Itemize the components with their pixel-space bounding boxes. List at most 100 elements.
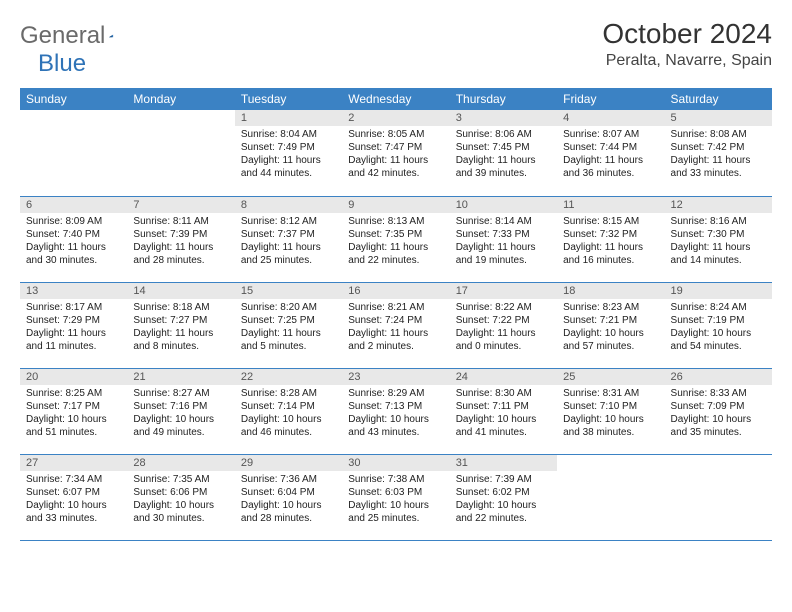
day-number: 4 [557,110,664,126]
calendar-cell-empty [127,110,234,196]
calendar-cell: 16Sunrise: 8:21 AMSunset: 7:24 PMDayligh… [342,282,449,368]
day-content: Sunrise: 8:13 AMSunset: 7:35 PMDaylight:… [342,213,449,271]
calendar-cell: 29Sunrise: 7:36 AMSunset: 6:04 PMDayligh… [235,454,342,540]
day-content: Sunrise: 8:30 AMSunset: 7:11 PMDaylight:… [450,385,557,443]
day-number: 12 [665,197,772,213]
weekday-header-row: SundayMondayTuesdayWednesdayThursdayFrid… [20,88,772,110]
calendar-cell: 14Sunrise: 8:18 AMSunset: 7:27 PMDayligh… [127,282,234,368]
day-number: 22 [235,369,342,385]
day-number: 14 [127,283,234,299]
day-content: Sunrise: 8:20 AMSunset: 7:25 PMDaylight:… [235,299,342,357]
calendar-row: 20Sunrise: 8:25 AMSunset: 7:17 PMDayligh… [20,368,772,454]
day-content: Sunrise: 7:34 AMSunset: 6:07 PMDaylight:… [20,471,127,529]
logo-triangle-icon [109,26,113,46]
day-content: Sunrise: 8:18 AMSunset: 7:27 PMDaylight:… [127,299,234,357]
day-number: 20 [20,369,127,385]
calendar-body: 1Sunrise: 8:04 AMSunset: 7:49 PMDaylight… [20,110,772,540]
day-content: Sunrise: 7:39 AMSunset: 6:02 PMDaylight:… [450,471,557,529]
day-number: 25 [557,369,664,385]
calendar-cell: 28Sunrise: 7:35 AMSunset: 6:06 PMDayligh… [127,454,234,540]
calendar-cell: 19Sunrise: 8:24 AMSunset: 7:19 PMDayligh… [665,282,772,368]
logo: General [20,22,135,50]
day-number: 11 [557,197,664,213]
day-number: 24 [450,369,557,385]
calendar-cell: 31Sunrise: 7:39 AMSunset: 6:02 PMDayligh… [450,454,557,540]
calendar-cell: 11Sunrise: 8:15 AMSunset: 7:32 PMDayligh… [557,196,664,282]
day-content: Sunrise: 8:21 AMSunset: 7:24 PMDaylight:… [342,299,449,357]
day-content: Sunrise: 8:22 AMSunset: 7:22 PMDaylight:… [450,299,557,357]
calendar-cell: 10Sunrise: 8:14 AMSunset: 7:33 PMDayligh… [450,196,557,282]
calendar-row: 1Sunrise: 8:04 AMSunset: 7:49 PMDaylight… [20,110,772,196]
calendar-cell: 26Sunrise: 8:33 AMSunset: 7:09 PMDayligh… [665,368,772,454]
day-content: Sunrise: 8:33 AMSunset: 7:09 PMDaylight:… [665,385,772,443]
calendar-cell: 13Sunrise: 8:17 AMSunset: 7:29 PMDayligh… [20,282,127,368]
calendar-cell: 1Sunrise: 8:04 AMSunset: 7:49 PMDaylight… [235,110,342,196]
day-content: Sunrise: 8:25 AMSunset: 7:17 PMDaylight:… [20,385,127,443]
day-content: Sunrise: 8:08 AMSunset: 7:42 PMDaylight:… [665,126,772,184]
logo-text-gray: General [20,22,105,50]
weekday-header: Monday [127,88,234,110]
calendar-cell: 24Sunrise: 8:30 AMSunset: 7:11 PMDayligh… [450,368,557,454]
day-number: 28 [127,455,234,471]
title-block: October 2024 Peralta, Navarre, Spain [602,18,772,70]
day-content: Sunrise: 8:12 AMSunset: 7:37 PMDaylight:… [235,213,342,271]
calendar-cell: 17Sunrise: 8:22 AMSunset: 7:22 PMDayligh… [450,282,557,368]
calendar-cell: 3Sunrise: 8:06 AMSunset: 7:45 PMDaylight… [450,110,557,196]
calendar-row: 6Sunrise: 8:09 AMSunset: 7:40 PMDaylight… [20,196,772,282]
weekday-header: Thursday [450,88,557,110]
day-number: 30 [342,455,449,471]
day-number: 7 [127,197,234,213]
logo-text-blue: Blue [38,50,86,78]
day-content: Sunrise: 8:04 AMSunset: 7:49 PMDaylight:… [235,126,342,184]
day-number: 29 [235,455,342,471]
calendar-cell: 20Sunrise: 8:25 AMSunset: 7:17 PMDayligh… [20,368,127,454]
calendar-cell: 6Sunrise: 8:09 AMSunset: 7:40 PMDaylight… [20,196,127,282]
day-number: 26 [665,369,772,385]
day-content: Sunrise: 8:07 AMSunset: 7:44 PMDaylight:… [557,126,664,184]
location-text: Peralta, Navarre, Spain [602,52,772,70]
day-number: 31 [450,455,557,471]
calendar-cell: 18Sunrise: 8:23 AMSunset: 7:21 PMDayligh… [557,282,664,368]
calendar-cell: 15Sunrise: 8:20 AMSunset: 7:25 PMDayligh… [235,282,342,368]
day-number: 1 [235,110,342,126]
calendar-cell: 23Sunrise: 8:29 AMSunset: 7:13 PMDayligh… [342,368,449,454]
day-content: Sunrise: 8:14 AMSunset: 7:33 PMDaylight:… [450,213,557,271]
day-content: Sunrise: 8:11 AMSunset: 7:39 PMDaylight:… [127,213,234,271]
weekday-header: Friday [557,88,664,110]
calendar-cell: 8Sunrise: 8:12 AMSunset: 7:37 PMDaylight… [235,196,342,282]
calendar-cell-empty [20,110,127,196]
day-content: Sunrise: 8:09 AMSunset: 7:40 PMDaylight:… [20,213,127,271]
day-content: Sunrise: 8:31 AMSunset: 7:10 PMDaylight:… [557,385,664,443]
day-content: Sunrise: 8:29 AMSunset: 7:13 PMDaylight:… [342,385,449,443]
day-content: Sunrise: 8:24 AMSunset: 7:19 PMDaylight:… [665,299,772,357]
day-content: Sunrise: 8:06 AMSunset: 7:45 PMDaylight:… [450,126,557,184]
day-number: 3 [450,110,557,126]
calendar-cell: 5Sunrise: 8:08 AMSunset: 7:42 PMDaylight… [665,110,772,196]
calendar-cell-empty [557,454,664,540]
calendar-cell: 7Sunrise: 8:11 AMSunset: 7:39 PMDaylight… [127,196,234,282]
calendar-cell: 27Sunrise: 7:34 AMSunset: 6:07 PMDayligh… [20,454,127,540]
day-content: Sunrise: 7:38 AMSunset: 6:03 PMDaylight:… [342,471,449,529]
day-number: 9 [342,197,449,213]
day-number: 21 [127,369,234,385]
month-title: October 2024 [602,18,772,50]
calendar-cell: 21Sunrise: 8:27 AMSunset: 7:16 PMDayligh… [127,368,234,454]
day-content: Sunrise: 7:35 AMSunset: 6:06 PMDaylight:… [127,471,234,529]
day-number: 6 [20,197,127,213]
calendar-cell: 4Sunrise: 8:07 AMSunset: 7:44 PMDaylight… [557,110,664,196]
weekday-header: Tuesday [235,88,342,110]
day-content: Sunrise: 8:17 AMSunset: 7:29 PMDaylight:… [20,299,127,357]
day-number: 27 [20,455,127,471]
day-content: Sunrise: 8:16 AMSunset: 7:30 PMDaylight:… [665,213,772,271]
day-content: Sunrise: 8:15 AMSunset: 7:32 PMDaylight:… [557,213,664,271]
calendar-cell: 25Sunrise: 8:31 AMSunset: 7:10 PMDayligh… [557,368,664,454]
calendar-cell-empty [665,454,772,540]
weekday-header: Wednesday [342,88,449,110]
calendar-table: SundayMondayTuesdayWednesdayThursdayFrid… [20,88,772,541]
day-content: Sunrise: 8:05 AMSunset: 7:47 PMDaylight:… [342,126,449,184]
day-number: 5 [665,110,772,126]
day-number: 10 [450,197,557,213]
day-content: Sunrise: 8:27 AMSunset: 7:16 PMDaylight:… [127,385,234,443]
day-number: 16 [342,283,449,299]
day-number: 13 [20,283,127,299]
